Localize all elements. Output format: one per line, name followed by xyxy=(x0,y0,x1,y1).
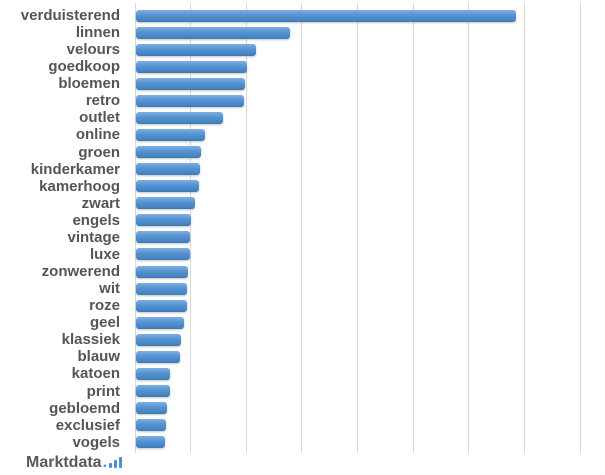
bar xyxy=(136,265,189,278)
gridline xyxy=(134,3,136,453)
bar xyxy=(136,248,190,261)
category-label: kamerhoog xyxy=(39,177,120,195)
category-labels: verduisterend linnen velours goedkoop bloeme… xyxy=(0,0,120,475)
bar xyxy=(136,436,165,449)
bar-chart-icon-bar xyxy=(109,463,113,468)
gridline xyxy=(579,3,581,453)
bar xyxy=(136,299,188,312)
category-label: exclusief xyxy=(55,416,120,434)
bar xyxy=(136,60,248,73)
category-label: goedkoop xyxy=(48,58,120,76)
bar-chart-icon-bar xyxy=(114,460,118,468)
category-label: verduisterend xyxy=(20,7,120,24)
category-label: print xyxy=(86,382,120,400)
gridline xyxy=(357,3,358,453)
category-label: online xyxy=(75,126,120,144)
category-label: retro xyxy=(85,92,120,110)
bar xyxy=(136,146,201,159)
bar xyxy=(136,9,516,22)
category-label: bloemen xyxy=(58,75,120,93)
bar xyxy=(136,214,192,227)
bar xyxy=(136,111,224,124)
bar xyxy=(136,197,195,210)
category-label: blauw xyxy=(77,348,120,366)
bar xyxy=(136,128,205,141)
bar xyxy=(136,43,257,56)
bar xyxy=(136,180,199,193)
brand-text: Marktdata xyxy=(26,454,102,471)
category-label: vogels xyxy=(72,433,120,451)
bar xyxy=(136,350,180,363)
bar xyxy=(136,419,167,432)
category-label: wit xyxy=(99,280,120,298)
category-label: engels xyxy=(72,211,120,229)
bar xyxy=(136,316,184,329)
gridlines xyxy=(134,3,581,453)
gridline xyxy=(245,3,247,453)
brand-logo: Marktdata. xyxy=(26,452,123,471)
gridline xyxy=(468,3,470,453)
category-label: roze xyxy=(89,297,120,315)
bar xyxy=(136,94,245,107)
gridline xyxy=(412,3,414,453)
category-label: luxe xyxy=(89,245,120,263)
category-label: vintage xyxy=(67,228,120,246)
category-label: zwart xyxy=(81,194,120,212)
bar-chart-icon-bar xyxy=(119,457,123,468)
category-label: kinderkamer xyxy=(30,160,120,178)
bars-layer xyxy=(136,0,581,475)
category-label: groen xyxy=(78,143,120,161)
category-label: outlet xyxy=(79,109,120,127)
brand-dot: . xyxy=(102,454,108,471)
bar xyxy=(136,367,171,380)
category-label: linnen xyxy=(75,24,120,42)
bar xyxy=(136,163,200,176)
gridline xyxy=(523,3,525,453)
bar xyxy=(136,385,170,398)
category-label: geel xyxy=(89,314,120,332)
bar xyxy=(136,282,188,295)
category-label: zonwerend xyxy=(41,263,120,281)
bar xyxy=(136,231,190,244)
category-label: katoen xyxy=(71,365,120,383)
gridline xyxy=(190,3,192,453)
bar-chart-icon xyxy=(109,457,123,471)
category-label: velours xyxy=(66,41,120,59)
bar xyxy=(136,402,167,415)
bar xyxy=(136,77,246,90)
category-label: klassiek xyxy=(61,331,120,349)
gridline xyxy=(301,3,303,453)
bar xyxy=(136,333,181,346)
category-label: gebloemd xyxy=(49,399,120,417)
bar xyxy=(136,26,291,39)
